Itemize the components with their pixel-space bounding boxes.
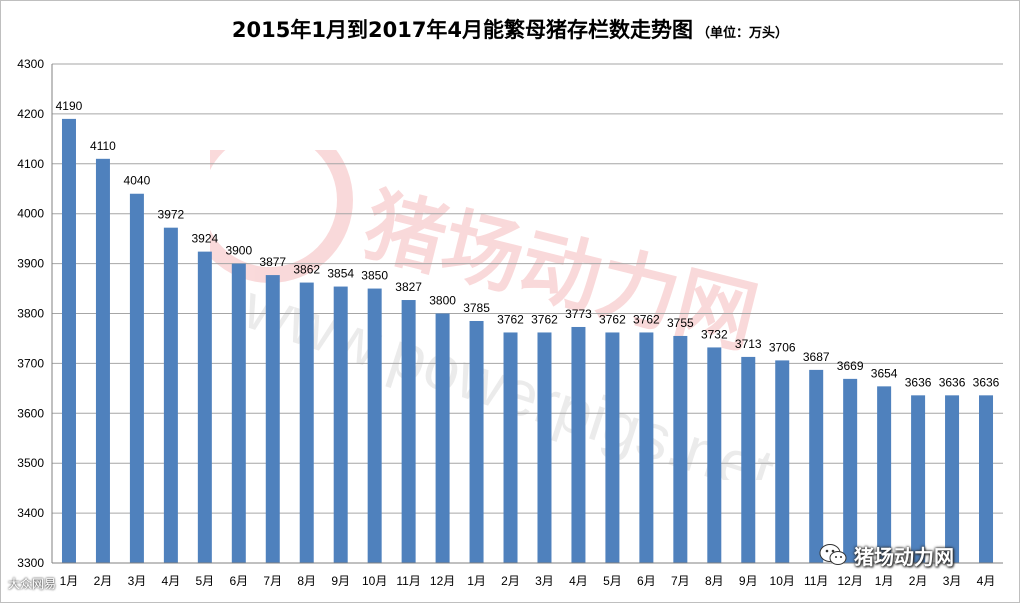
wechat-icon bbox=[819, 544, 847, 565]
chart-title: 2015年1月到2017年4月能繁母猪存栏数走势图 （单位：万头） bbox=[0, 14, 1020, 44]
brand-badge-text: 猪场动力网 bbox=[854, 544, 954, 569]
unit-note: （单位：万头） bbox=[697, 26, 789, 41]
brand-badge: 猪场动力网 bbox=[818, 540, 954, 570]
corner-watermark: 大众网易 bbox=[8, 577, 57, 591]
chart-title-text: 2015年1月到2017年4月能繁母猪存栏数走势图 bbox=[231, 18, 694, 42]
